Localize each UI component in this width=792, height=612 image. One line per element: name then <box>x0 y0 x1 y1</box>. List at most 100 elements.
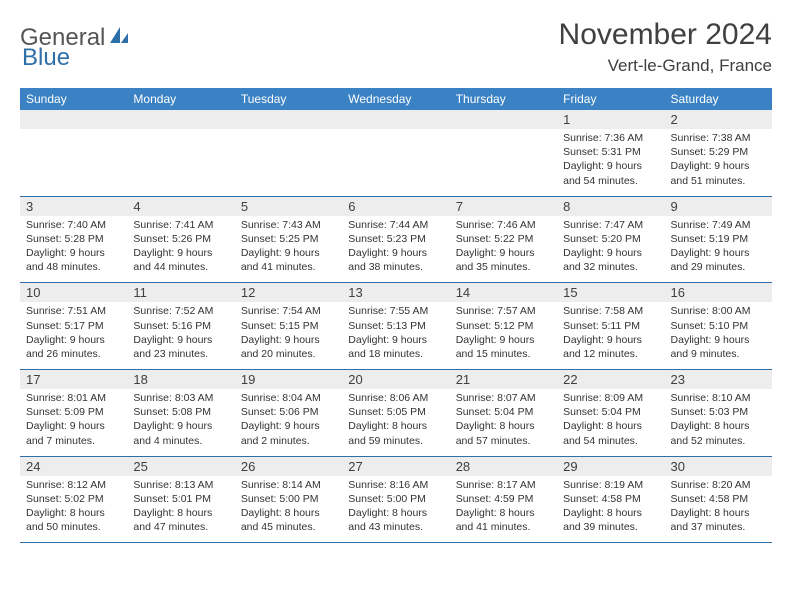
day-details: Sunrise: 7:57 AMSunset: 5:12 PMDaylight:… <box>450 302 557 369</box>
day-number: 26 <box>235 457 342 476</box>
day-number: 21 <box>450 370 557 389</box>
day-details: Sunrise: 7:54 AMSunset: 5:15 PMDaylight:… <box>235 302 342 369</box>
day-number: 4 <box>127 197 234 216</box>
day-details: Sunrise: 7:47 AMSunset: 5:20 PMDaylight:… <box>557 216 664 283</box>
daylight-text: Daylight: 9 hours and 15 minutes. <box>456 333 551 361</box>
calendar-week-row: 3Sunrise: 7:40 AMSunset: 5:28 PMDaylight… <box>20 196 772 283</box>
day-details: Sunrise: 8:10 AMSunset: 5:03 PMDaylight:… <box>665 389 772 456</box>
sunrise-text: Sunrise: 8:13 AM <box>133 478 228 492</box>
daylight-text: Daylight: 9 hours and 32 minutes. <box>563 246 658 274</box>
daylight-text: Daylight: 9 hours and 35 minutes. <box>456 246 551 274</box>
day-number <box>127 110 234 129</box>
calendar-day-cell: 25Sunrise: 8:13 AMSunset: 5:01 PMDayligh… <box>127 456 234 543</box>
daylight-text: Daylight: 9 hours and 9 minutes. <box>671 333 766 361</box>
daylight-text: Daylight: 8 hours and 54 minutes. <box>563 419 658 447</box>
day-number: 28 <box>450 457 557 476</box>
day-number: 10 <box>20 283 127 302</box>
sunset-text: Sunset: 5:06 PM <box>241 405 336 419</box>
sunset-text: Sunset: 5:15 PM <box>241 319 336 333</box>
calendar-day-cell: 12Sunrise: 7:54 AMSunset: 5:15 PMDayligh… <box>235 283 342 370</box>
day-details: Sunrise: 8:19 AMSunset: 4:58 PMDaylight:… <box>557 476 664 543</box>
sunset-text: Sunset: 5:01 PM <box>133 492 228 506</box>
day-number: 11 <box>127 283 234 302</box>
calendar-week-row: 17Sunrise: 8:01 AMSunset: 5:09 PMDayligh… <box>20 370 772 457</box>
calendar-day-cell: 18Sunrise: 8:03 AMSunset: 5:08 PMDayligh… <box>127 370 234 457</box>
page-header: General November 2024 Vert-le-Grand, Fra… <box>20 18 772 76</box>
sunset-text: Sunset: 5:09 PM <box>26 405 121 419</box>
weekday-header: Friday <box>557 88 664 110</box>
calendar-body: 1Sunrise: 7:36 AMSunset: 5:31 PMDaylight… <box>20 110 772 543</box>
daylight-text: Daylight: 8 hours and 37 minutes. <box>671 506 766 534</box>
day-number: 9 <box>665 197 772 216</box>
day-number: 2 <box>665 110 772 129</box>
calendar-day-cell: 22Sunrise: 8:09 AMSunset: 5:04 PMDayligh… <box>557 370 664 457</box>
weekday-header: Sunday <box>20 88 127 110</box>
sunrise-text: Sunrise: 7:36 AM <box>563 131 658 145</box>
sunset-text: Sunset: 5:17 PM <box>26 319 121 333</box>
day-details: Sunrise: 8:04 AMSunset: 5:06 PMDaylight:… <box>235 389 342 456</box>
day-details: Sunrise: 7:55 AMSunset: 5:13 PMDaylight:… <box>342 302 449 369</box>
day-details: Sunrise: 8:14 AMSunset: 5:00 PMDaylight:… <box>235 476 342 543</box>
sunset-text: Sunset: 5:11 PM <box>563 319 658 333</box>
sunset-text: Sunset: 4:59 PM <box>456 492 551 506</box>
day-details: Sunrise: 8:12 AMSunset: 5:02 PMDaylight:… <box>20 476 127 543</box>
sunrise-text: Sunrise: 8:04 AM <box>241 391 336 405</box>
daylight-text: Daylight: 9 hours and 12 minutes. <box>563 333 658 361</box>
daylight-text: Daylight: 9 hours and 7 minutes. <box>26 419 121 447</box>
day-number: 20 <box>342 370 449 389</box>
calendar-day-cell: 1Sunrise: 7:36 AMSunset: 5:31 PMDaylight… <box>557 110 664 196</box>
calendar-day-cell: 3Sunrise: 7:40 AMSunset: 5:28 PMDaylight… <box>20 196 127 283</box>
day-number: 8 <box>557 197 664 216</box>
sunrise-text: Sunrise: 8:14 AM <box>241 478 336 492</box>
daylight-text: Daylight: 9 hours and 23 minutes. <box>133 333 228 361</box>
calendar-day-cell <box>127 110 234 196</box>
calendar-week-row: 24Sunrise: 8:12 AMSunset: 5:02 PMDayligh… <box>20 456 772 543</box>
sunset-text: Sunset: 4:58 PM <box>671 492 766 506</box>
daylight-text: Daylight: 9 hours and 4 minutes. <box>133 419 228 447</box>
day-number <box>450 110 557 129</box>
day-number: 19 <box>235 370 342 389</box>
day-details: Sunrise: 7:38 AMSunset: 5:29 PMDaylight:… <box>665 129 772 196</box>
daylight-text: Daylight: 9 hours and 20 minutes. <box>241 333 336 361</box>
daylight-text: Daylight: 9 hours and 41 minutes. <box>241 246 336 274</box>
calendar-day-cell: 10Sunrise: 7:51 AMSunset: 5:17 PMDayligh… <box>20 283 127 370</box>
sunrise-text: Sunrise: 7:40 AM <box>26 218 121 232</box>
day-details: Sunrise: 8:03 AMSunset: 5:08 PMDaylight:… <box>127 389 234 456</box>
day-number: 7 <box>450 197 557 216</box>
daylight-text: Daylight: 9 hours and 51 minutes. <box>671 159 766 187</box>
sunrise-text: Sunrise: 7:41 AM <box>133 218 228 232</box>
sunrise-text: Sunrise: 8:09 AM <box>563 391 658 405</box>
calendar-week-row: 1Sunrise: 7:36 AMSunset: 5:31 PMDaylight… <box>20 110 772 196</box>
day-number: 1 <box>557 110 664 129</box>
weekday-header: Tuesday <box>235 88 342 110</box>
calendar-day-cell <box>342 110 449 196</box>
daylight-text: Daylight: 9 hours and 29 minutes. <box>671 246 766 274</box>
day-number: 25 <box>127 457 234 476</box>
daylight-text: Daylight: 8 hours and 50 minutes. <box>26 506 121 534</box>
weekday-header: Saturday <box>665 88 772 110</box>
sunrise-text: Sunrise: 8:17 AM <box>456 478 551 492</box>
sunrise-text: Sunrise: 8:06 AM <box>348 391 443 405</box>
day-details: Sunrise: 8:07 AMSunset: 5:04 PMDaylight:… <box>450 389 557 456</box>
calendar-table: SundayMondayTuesdayWednesdayThursdayFrid… <box>20 88 772 543</box>
sunrise-text: Sunrise: 7:51 AM <box>26 304 121 318</box>
day-details: Sunrise: 7:51 AMSunset: 5:17 PMDaylight:… <box>20 302 127 369</box>
sunset-text: Sunset: 5:20 PM <box>563 232 658 246</box>
daylight-text: Daylight: 8 hours and 43 minutes. <box>348 506 443 534</box>
calendar-day-cell: 11Sunrise: 7:52 AMSunset: 5:16 PMDayligh… <box>127 283 234 370</box>
day-details: Sunrise: 8:16 AMSunset: 5:00 PMDaylight:… <box>342 476 449 543</box>
day-number: 23 <box>665 370 772 389</box>
daylight-text: Daylight: 9 hours and 48 minutes. <box>26 246 121 274</box>
calendar-day-cell <box>20 110 127 196</box>
sunrise-text: Sunrise: 8:16 AM <box>348 478 443 492</box>
sunrise-text: Sunrise: 7:43 AM <box>241 218 336 232</box>
sunrise-text: Sunrise: 7:57 AM <box>456 304 551 318</box>
sunrise-text: Sunrise: 8:03 AM <box>133 391 228 405</box>
calendar-day-cell: 6Sunrise: 7:44 AMSunset: 5:23 PMDaylight… <box>342 196 449 283</box>
day-details: Sunrise: 7:58 AMSunset: 5:11 PMDaylight:… <box>557 302 664 369</box>
calendar-week-row: 10Sunrise: 7:51 AMSunset: 5:17 PMDayligh… <box>20 283 772 370</box>
day-number: 16 <box>665 283 772 302</box>
sunrise-text: Sunrise: 7:49 AM <box>671 218 766 232</box>
calendar-day-cell: 5Sunrise: 7:43 AMSunset: 5:25 PMDaylight… <box>235 196 342 283</box>
sunrise-text: Sunrise: 8:01 AM <box>26 391 121 405</box>
